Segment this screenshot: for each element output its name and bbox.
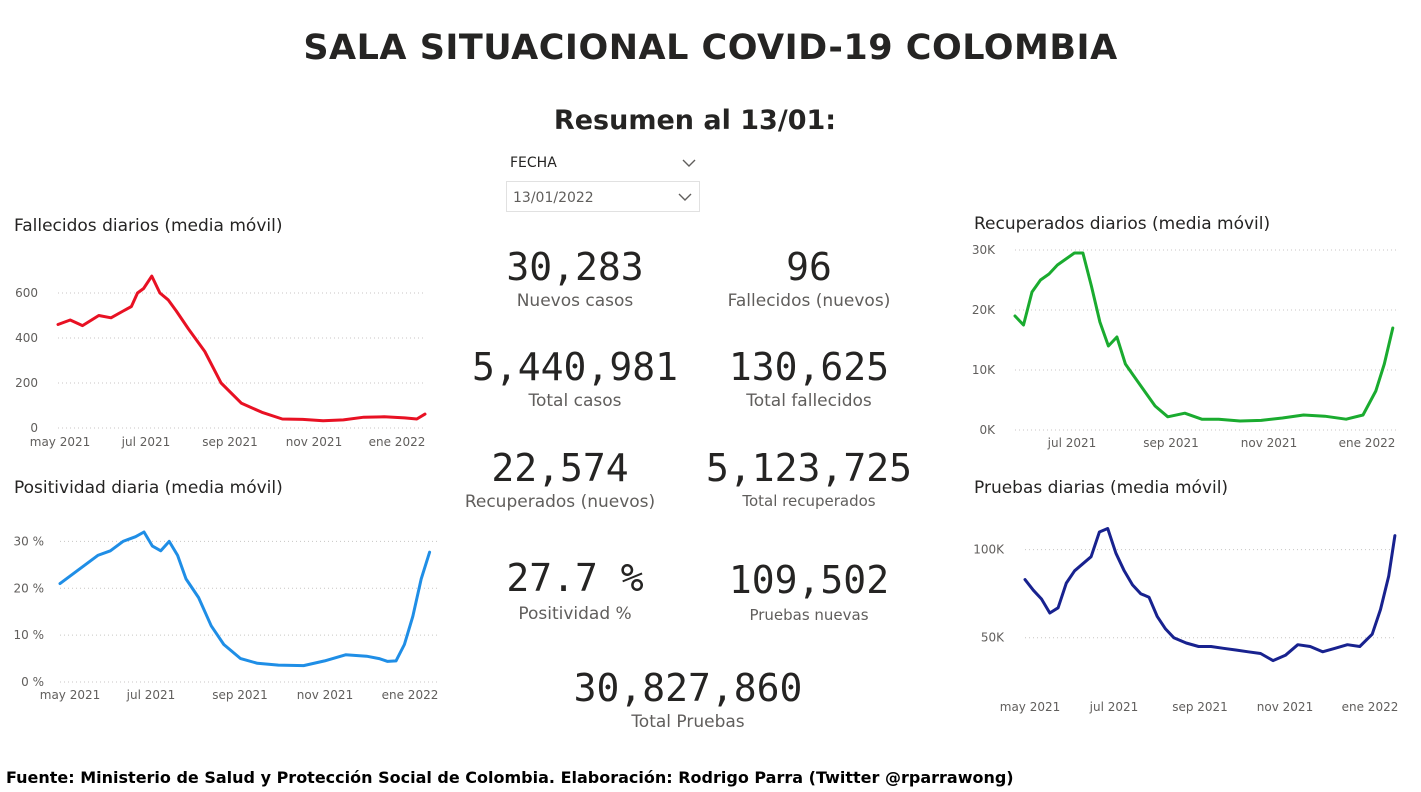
x-tick-label: may 2021 xyxy=(30,435,91,449)
chart-title-fallecidos: Fallecidos diarios (media móvil) xyxy=(14,216,283,236)
chart-title-positividad: Positividad diaria (media móvil) xyxy=(14,478,283,498)
x-tick-label: jul 2021 xyxy=(1047,436,1097,450)
dashboard-title: SALA SITUACIONAL COVID-19 COLOMBIA xyxy=(303,28,1118,68)
x-tick-label: may 2021 xyxy=(40,688,101,702)
kpi-card-pruebas-nuevas: 109,502 Pruebas nuevas xyxy=(694,558,924,624)
y-tick-label: 200 xyxy=(15,376,38,390)
kpi-card-fallecidos-nuevos: 96 Fallecidos (nuevos) xyxy=(694,245,924,311)
y-tick-label: 100K xyxy=(973,543,1005,557)
y-tick-label: 600 xyxy=(15,286,38,300)
kpi-value: 5,440,981 xyxy=(472,345,678,389)
kpi-label: Positividad % xyxy=(518,604,632,624)
kpi-card-nuevos-casos: 30,283 Nuevos casos xyxy=(460,245,690,311)
series-line xyxy=(1013,251,1395,423)
series-line xyxy=(58,530,432,668)
kpi-value: 27.7 % xyxy=(506,556,644,600)
y-tick-label: 50K xyxy=(981,631,1005,645)
x-tick-label: nov 2021 xyxy=(1241,436,1297,450)
kpi-card-total-fallecidos: 130,625 Total fallecidos xyxy=(694,345,924,411)
x-tick-label: ene 2022 xyxy=(369,435,426,449)
kpi-card-total-casos: 5,440,981 Total casos xyxy=(460,345,690,411)
x-tick-label: nov 2021 xyxy=(286,435,342,449)
fallecidos-line-chart: 0 200 400 600 may 2021 jul 2021 sep 2021 nov 20… xyxy=(15,274,427,449)
x-tick-label: may 2021 xyxy=(1000,700,1061,714)
date-slicer-dropdown[interactable] xyxy=(506,181,700,212)
pruebas-line-chart: 50K 100K may 2021 jul 2021 sep 2021 nov 2021 e… xyxy=(973,527,1399,714)
date-slicer-value: 13/01/2022 xyxy=(513,190,594,206)
x-tick-label: nov 2021 xyxy=(297,688,353,702)
kpi-label: Nuevos casos xyxy=(516,291,634,311)
recuperados-line-chart: 0K 10K 20K 30K jul 2021 sep 2021 nov 2021 ene 2… xyxy=(972,243,1397,450)
x-tick-label: jul 2021 xyxy=(1089,700,1139,714)
kpi-value: 30,827,860 xyxy=(573,666,803,710)
kpi-value: 30,283 xyxy=(506,245,644,289)
y-tick-label: 20 % xyxy=(14,581,45,595)
kpi-value: 130,625 xyxy=(728,345,890,389)
x-tick-label: jul 2021 xyxy=(121,435,171,449)
summary-subtitle: Resumen al 13/01: xyxy=(553,105,837,136)
kpi-label: Fallecidos (nuevos) xyxy=(727,291,891,311)
series-line xyxy=(56,274,427,423)
x-tick-label: ene 2022 xyxy=(1342,700,1399,714)
y-tick-label: 10K xyxy=(972,363,996,377)
y-tick-label: 0 xyxy=(30,421,38,435)
x-tick-label: nov 2021 xyxy=(1257,700,1313,714)
kpi-card-total-recuperados: 5,123,725 Total recuperados xyxy=(694,446,924,510)
x-tick-label: ene 2022 xyxy=(1339,436,1396,450)
chart-title-pruebas: Pruebas diarias (media móvil) xyxy=(974,478,1229,498)
slicer-collapse-chevron-icon[interactable] xyxy=(680,154,698,172)
kpi-label: Pruebas nuevas xyxy=(749,606,869,624)
x-tick-label: sep 2021 xyxy=(212,688,268,702)
y-tick-label: 0K xyxy=(979,423,996,437)
kpi-value: 96 xyxy=(786,245,832,289)
y-tick-label: 400 xyxy=(15,331,38,345)
series-line xyxy=(1023,527,1397,663)
kpi-label: Total recuperados xyxy=(742,492,876,510)
kpi-card-recuperados-nuevos: 22,574 Recuperados (nuevos) xyxy=(445,446,675,512)
chevron-down-icon[interactable] xyxy=(676,188,694,206)
x-tick-label: sep 2021 xyxy=(1143,436,1199,450)
slicer-label: FECHA xyxy=(510,155,557,171)
kpi-value: 5,123,725 xyxy=(706,446,912,490)
kpi-label: Recuperados (nuevos) xyxy=(464,492,656,512)
y-tick-label: 30K xyxy=(972,243,996,257)
source-footer: Fuente: Ministerio de Salud y Protección… xyxy=(6,768,1014,787)
x-tick-label: sep 2021 xyxy=(202,435,258,449)
x-tick-label: jul 2021 xyxy=(126,688,176,702)
positividad-line-chart: 0 % 10 % 20 % 30 % may 2021 jul 2021 sep 2021 n… xyxy=(14,530,439,702)
y-tick-label: 10 % xyxy=(14,628,45,642)
kpi-value: 109,502 xyxy=(728,558,890,602)
y-tick-label: 0 % xyxy=(21,675,44,689)
kpi-card-total-pruebas: 30,827,860 Total Pruebas xyxy=(553,666,823,732)
y-tick-label: 20K xyxy=(972,303,996,317)
kpi-label: Total casos xyxy=(528,391,622,411)
kpi-label: Total fallecidos xyxy=(746,391,872,411)
kpi-value: 22,574 xyxy=(491,446,629,490)
kpi-card-positividad: 27.7 % Positividad % xyxy=(460,556,690,624)
y-tick-label: 30 % xyxy=(14,534,45,548)
chart-title-recuperados: Recuperados diarios (media móvil) xyxy=(974,214,1271,234)
x-tick-label: sep 2021 xyxy=(1172,700,1228,714)
x-tick-label: ene 2022 xyxy=(382,688,439,702)
kpi-label: Total Pruebas xyxy=(631,712,745,732)
